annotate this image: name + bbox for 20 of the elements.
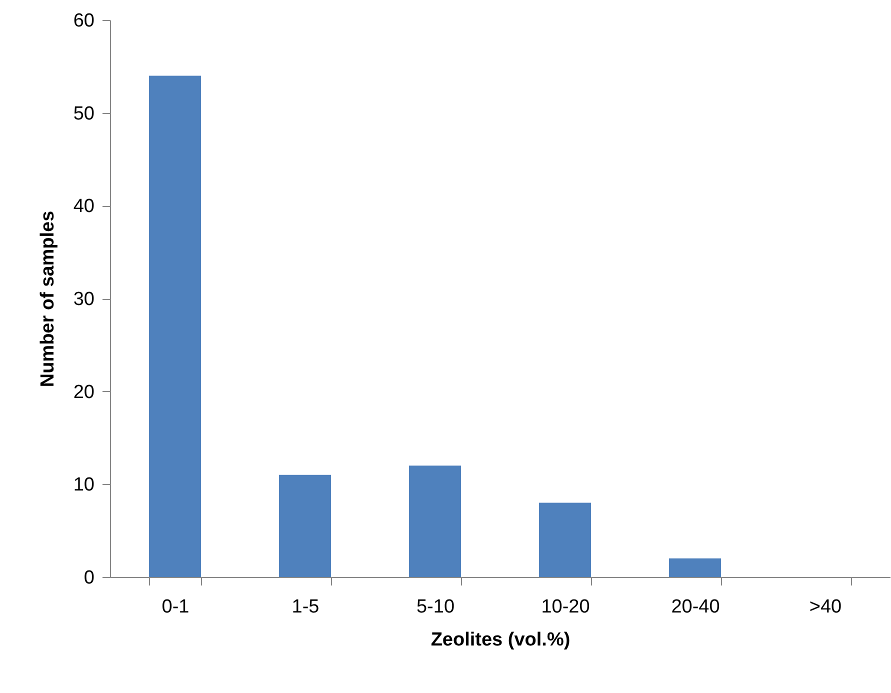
y-tick-label: 60: [73, 10, 94, 32]
bar: [409, 466, 461, 577]
x-tick-label: 10-20: [541, 596, 590, 618]
x-tick-label: >40: [809, 596, 842, 618]
x-tick-label: 20-40: [671, 596, 720, 618]
y-axis-title: Number of samples: [37, 210, 58, 388]
y-tick-label: 30: [73, 289, 94, 310]
y-tick-label: 50: [73, 103, 94, 124]
x-tick-label: 0-1: [162, 596, 190, 618]
bar: [539, 502, 591, 577]
y-tick-label: 10: [73, 474, 94, 496]
x-axis-title: Zeolites (vol.%): [430, 630, 570, 650]
bar: [669, 558, 721, 577]
x-tick-label: 1-5: [292, 596, 320, 618]
y-tick-label: 0: [84, 568, 94, 588]
y-tick-label: 20: [73, 382, 94, 403]
x-tick-label: 5-10: [416, 596, 455, 618]
bar: [279, 474, 331, 577]
bar: [149, 76, 201, 577]
y-tick-label: 40: [73, 196, 94, 218]
